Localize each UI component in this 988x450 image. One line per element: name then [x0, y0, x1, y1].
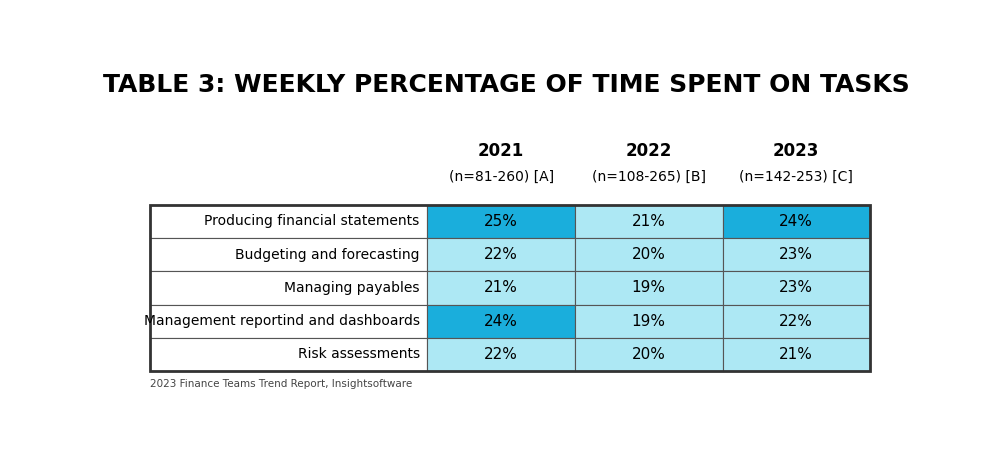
Text: 21%: 21%	[484, 280, 518, 295]
Bar	[150, 205, 428, 238]
Text: 19%: 19%	[631, 280, 666, 295]
Bar	[428, 305, 575, 338]
Bar	[150, 338, 428, 371]
Bar	[722, 338, 870, 371]
Text: 20%: 20%	[631, 247, 666, 262]
Text: 2021: 2021	[478, 142, 525, 160]
Text: 2023: 2023	[773, 142, 819, 160]
Bar	[575, 205, 722, 238]
Bar	[722, 271, 870, 305]
Text: TABLE 3: WEEKLY PERCENTAGE OF TIME SPENT ON TASKS: TABLE 3: WEEKLY PERCENTAGE OF TIME SPENT…	[103, 73, 910, 97]
Bar	[722, 305, 870, 338]
Text: (n=108-265) [B]: (n=108-265) [B]	[592, 170, 705, 184]
Text: 21%: 21%	[780, 347, 813, 362]
Bar	[722, 238, 870, 271]
Text: Risk assessments: Risk assessments	[297, 347, 420, 361]
Text: (n=142-253) [C]: (n=142-253) [C]	[739, 170, 854, 184]
Bar	[150, 305, 428, 338]
Bar	[575, 338, 722, 371]
Bar	[428, 238, 575, 271]
Text: 2022: 2022	[625, 142, 672, 160]
Text: 21%: 21%	[631, 214, 666, 229]
Bar	[150, 271, 428, 305]
Bar	[150, 205, 870, 371]
Bar	[428, 271, 575, 305]
Text: 2023 Finance Teams Trend Report, Insightsoftware: 2023 Finance Teams Trend Report, Insight…	[150, 379, 413, 389]
Bar	[428, 205, 575, 238]
Bar	[428, 338, 575, 371]
Text: 23%: 23%	[780, 247, 813, 262]
Text: Managing payables: Managing payables	[285, 281, 420, 295]
Text: Producing financial statements: Producing financial statements	[205, 214, 420, 228]
Text: 25%: 25%	[484, 214, 518, 229]
Text: 22%: 22%	[484, 347, 518, 362]
Bar	[722, 205, 870, 238]
Bar	[150, 238, 428, 271]
Text: 20%: 20%	[631, 347, 666, 362]
Text: 24%: 24%	[484, 314, 518, 328]
Bar	[575, 271, 722, 305]
Text: 22%: 22%	[484, 247, 518, 262]
Text: 19%: 19%	[631, 314, 666, 328]
Text: 24%: 24%	[780, 214, 813, 229]
Text: Management reportind and dashboards: Management reportind and dashboards	[143, 314, 420, 328]
Text: (n=81-260) [A]: (n=81-260) [A]	[449, 170, 553, 184]
Text: 23%: 23%	[780, 280, 813, 295]
Bar	[575, 305, 722, 338]
Text: 22%: 22%	[780, 314, 813, 328]
Bar	[575, 238, 722, 271]
Text: Budgeting and forecasting: Budgeting and forecasting	[235, 248, 420, 261]
